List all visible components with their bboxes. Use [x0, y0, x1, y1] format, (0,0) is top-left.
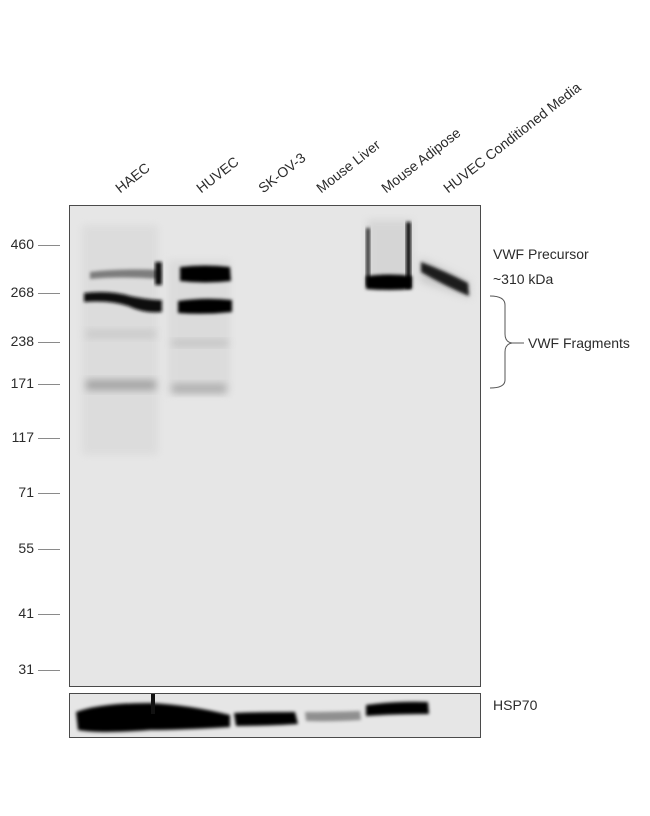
marker-tick — [38, 614, 60, 615]
lane-huvec-cm-bands — [420, 258, 470, 298]
marker-tick — [38, 670, 60, 671]
marker-tick — [38, 342, 60, 343]
lane-haec-bands — [82, 225, 162, 455]
hsp70-bands — [76, 694, 429, 732]
marker-tick — [38, 384, 60, 385]
marker-71: 71 — [0, 484, 64, 500]
vwf-fragments-label: VWF Fragments — [528, 335, 630, 351]
marker-41: 41 — [0, 605, 64, 621]
marker-171: 171 — [0, 375, 64, 391]
lane-mouse-adipose-bands — [366, 220, 412, 290]
fragments-bracket-icon — [489, 295, 513, 389]
marker-460: 460 — [0, 236, 64, 252]
marker-117: 117 — [0, 429, 64, 445]
vwf-precursor-size-label: ~310 kDa — [493, 271, 554, 287]
hsp70-label: HSP70 — [493, 697, 538, 713]
marker-tick — [38, 493, 60, 494]
lane-huvec-bands — [168, 260, 232, 395]
marker-tick — [38, 549, 60, 550]
marker-55: 55 — [0, 540, 64, 556]
marker-tick — [38, 438, 60, 439]
marker-31: 31 — [0, 661, 64, 677]
marker-tick — [38, 293, 60, 294]
vwf-precursor-label: VWF Precursor — [493, 246, 589, 262]
marker-238: 238 — [0, 333, 64, 349]
marker-tick — [38, 245, 60, 246]
marker-268: 268 — [0, 284, 64, 300]
